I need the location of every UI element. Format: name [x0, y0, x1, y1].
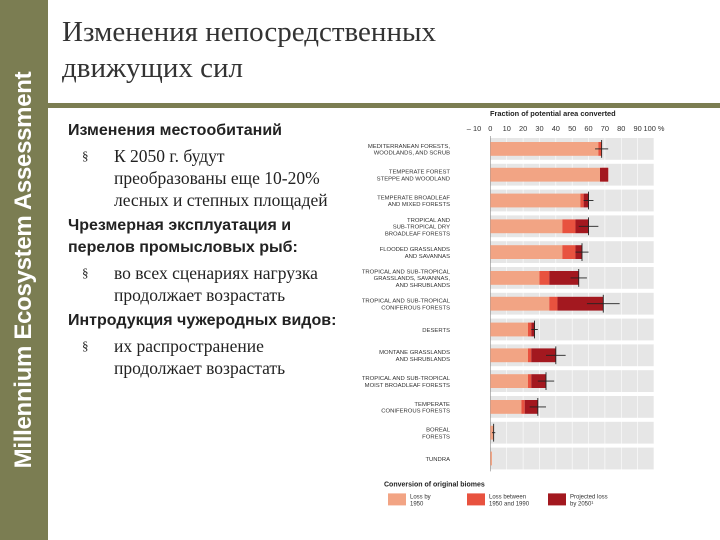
bar-segment	[580, 193, 584, 208]
bullet-marker: §	[82, 265, 89, 280]
title-divider	[48, 103, 720, 108]
bar-segment	[528, 322, 532, 337]
bar-segment	[490, 193, 581, 208]
biome-conversion-chart: Fraction of potential area converted – 10…	[362, 109, 665, 507]
bullet-item-habitat: § К 2050 г. будут преобразованы еще 10-2…	[68, 145, 340, 211]
category-label: AND SAVANNAS	[405, 254, 450, 260]
bullet-heading-overfishing: Чрезмерная эксплуатация и перелов промыс…	[68, 217, 298, 256]
category-label: WOODLANDS, AND SCRUB	[374, 151, 450, 157]
x-tick-label: 90	[634, 124, 642, 133]
x-tick-label: 70	[601, 124, 609, 133]
category-label: FORESTS	[422, 434, 450, 440]
category-label: TEMPERATE BROADLEAF	[377, 195, 450, 201]
bullet-item-text: во всех сценариях нагрузка продолжает во…	[114, 263, 318, 305]
bullet-marker: §	[82, 338, 89, 353]
category-label: BROADLEAF FORESTS	[385, 231, 450, 237]
legend-label: Loss by	[410, 494, 431, 500]
bar-segment	[490, 271, 540, 285]
category-label: CONIFEROUS FORESTS	[381, 409, 450, 415]
legend-label: 1950 and 1990	[489, 501, 530, 507]
bar-segment	[521, 400, 525, 414]
category-label: BOREAL	[426, 428, 451, 434]
bar-segment	[490, 400, 522, 414]
bullet-heading-habitat: Изменения местообитаний	[68, 122, 283, 139]
bar-segment	[562, 245, 576, 259]
bullet-item-text: их распространение продолжает возрастать	[114, 336, 286, 378]
page-title-line-2: движущих сил	[62, 52, 243, 84]
bullet-item-text: К 2050 г. будут преобразованы еще 10-20%…	[114, 146, 328, 210]
x-tick-label: 100 %	[644, 124, 665, 133]
bar-segment	[490, 374, 528, 388]
bar-segment	[539, 271, 550, 285]
bullet-heading-invasive: Интродукция чужеродных видов:	[68, 312, 337, 329]
bar-segment	[600, 167, 609, 182]
x-tick-label: 60	[584, 124, 592, 133]
bar-segment	[490, 348, 528, 363]
bar-segment	[490, 322, 528, 337]
legend-label: 1950	[410, 501, 424, 507]
category-label: TROPICAL AND SUB-TROPICAL	[362, 269, 451, 275]
category-label: GRASSLANDS, SAVANNAS,	[374, 276, 451, 282]
page-title-line-1: Изменения непосредственных	[62, 16, 436, 48]
brand-text: Millennium Ecosystem Assessment	[10, 71, 37, 469]
bar-segment	[490, 296, 550, 311]
category-label: MEDITERRANEAN FORESTS,	[368, 144, 451, 150]
category-label: AND SHRUBLANDS	[396, 357, 450, 363]
bar-segment	[531, 348, 556, 363]
legend-label: Projected loss	[570, 494, 608, 500]
x-tick-label: – 10	[467, 124, 481, 133]
page-title: Изменения непосредственных движущих сил	[62, 14, 702, 86]
category-label: AND MIXED FORESTS	[388, 202, 450, 208]
category-label: TEMPERATE	[414, 402, 450, 408]
x-tick-label: 10	[503, 124, 511, 133]
x-tick-label: 80	[617, 124, 625, 133]
legend-swatch	[548, 493, 566, 506]
legend-label: by 2050¹	[570, 501, 593, 507]
bar-segment	[562, 219, 576, 234]
bullet-list: Изменения местообитаний § К 2050 г. буду…	[68, 120, 340, 383]
x-tick-label: 50	[568, 124, 576, 133]
bar-segment	[490, 451, 492, 466]
bullet-item-overfishing: § во всех сценариях нагрузка продолжает …	[68, 262, 340, 306]
x-tick-label: 20	[519, 124, 527, 133]
chart-title: Fraction of potential area converted	[490, 109, 616, 118]
legend-title: Conversion of original biomes	[384, 481, 485, 488]
category-label: MOIST BROADLEAF FORESTS	[365, 383, 450, 389]
bullet-marker: §	[82, 148, 89, 163]
category-label: TROPICAL AND	[407, 218, 450, 224]
category-label: MONTANE GRASSLANDS	[379, 350, 450, 356]
bar-segment	[490, 167, 602, 182]
bar-segment	[490, 219, 563, 234]
legend-label: Loss between	[489, 494, 526, 500]
category-label: FLOODED GRASSLANDS	[380, 247, 450, 253]
category-label: SUB-TROPICAL DRY	[393, 225, 450, 231]
category-label: TUNDRA	[425, 457, 450, 463]
category-label: TROPICAL AND SUB-TROPICAL	[362, 376, 451, 382]
category-label: CONIFEROUS FORESTS	[381, 305, 450, 311]
legend-swatch	[388, 493, 406, 506]
category-label: AND SHRUBLANDS	[396, 283, 450, 289]
bar-segment	[490, 142, 599, 156]
bar-segment	[549, 296, 558, 311]
category-label: TROPICAL AND SUB-TROPICAL	[362, 299, 451, 305]
category-label: STEPPE AND WOODLAND	[377, 176, 450, 182]
side-band: Millennium Ecosystem Assessment	[0, 0, 48, 540]
x-tick-label: 0	[488, 124, 492, 133]
x-tick-label: 40	[552, 124, 560, 133]
bar-segment	[490, 245, 563, 259]
x-tick-label: 30	[535, 124, 543, 133]
legend-swatch	[467, 493, 485, 506]
category-label: TEMPERATE FOREST	[389, 170, 450, 176]
category-label: DESERTS	[422, 328, 450, 334]
bar-segment	[557, 296, 604, 311]
bullet-item-invasive: § их распространение продолжает возраста…	[68, 335, 340, 379]
bar-segment	[528, 374, 532, 388]
bar-segment	[549, 271, 579, 285]
bar-segment	[528, 348, 532, 363]
